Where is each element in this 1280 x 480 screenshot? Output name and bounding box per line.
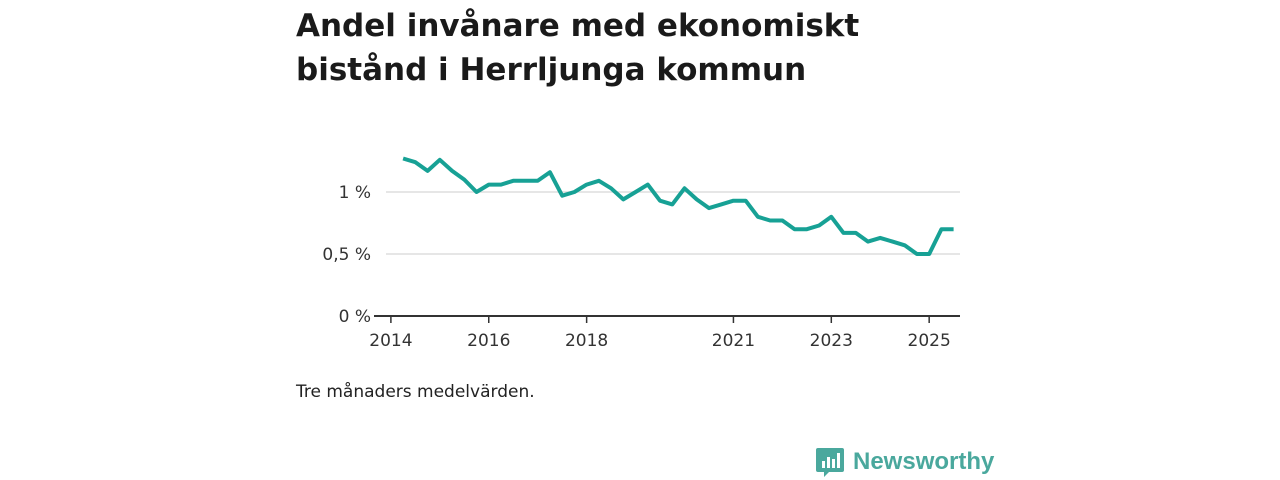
y-tick-label: 0 % — [339, 307, 371, 327]
x-tick-label: 2016 — [467, 331, 510, 351]
tick-labels: 0 % 0,5 % 1 % 2014 2016 2018 2021 2023 2025 — [322, 183, 950, 351]
x-tick-label: 2021 — [712, 331, 755, 351]
grid-lines — [386, 191, 960, 255]
chart-title: Andel invånare med ekonomiskt bistånd i … — [296, 8, 860, 88]
x-axis — [374, 315, 960, 323]
y-tick-label: 1 % — [339, 183, 371, 203]
x-tick-label: 2018 — [565, 331, 608, 351]
newsworthy-logo-icon — [816, 448, 844, 477]
brand-name: Newsworthy — [853, 448, 995, 475]
y-tick-label: 0,5 % — [322, 245, 371, 265]
x-tick-label: 2014 — [369, 331, 412, 351]
brand[interactable]: Newsworthy — [815, 446, 994, 478]
x-tick-label: 2023 — [810, 331, 853, 351]
series-layer — [402, 156, 954, 256]
x-tick-label: 2025 — [908, 331, 951, 351]
series-line — [402, 156, 954, 256]
chart-note: Tre månaders medelvärden. — [296, 382, 535, 402]
